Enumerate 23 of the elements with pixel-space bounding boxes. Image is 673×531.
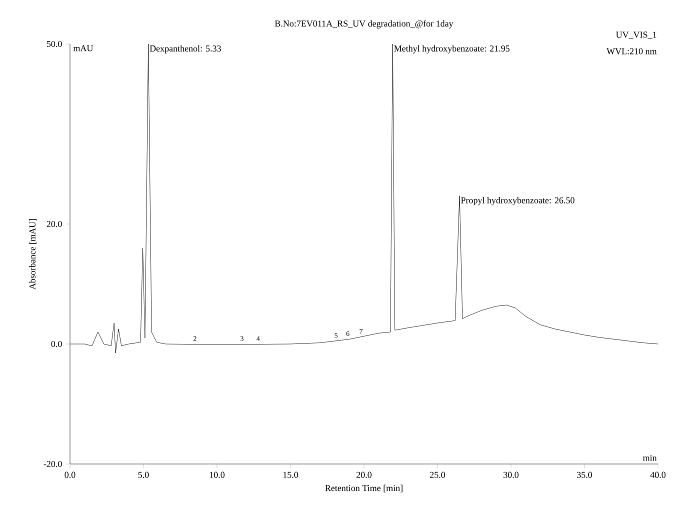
x-tick-label: 25.0 — [430, 472, 446, 478]
annotation: min — [642, 454, 657, 461]
x-tick-label: 40.0 — [650, 472, 666, 478]
y-tick-label: 20.0 — [46, 220, 62, 228]
x-tick-label: 35.0 — [577, 472, 592, 478]
annotation: WVL:210 nm — [606, 48, 657, 54]
x-axis-title: Retention Time [min] — [325, 484, 402, 492]
text: UV_VIS_1 — [616, 32, 656, 39]
annotation: Propyl hydroxybenzoate: 26.50 — [461, 197, 574, 206]
x-tick-label: 30.0 — [504, 472, 519, 478]
x-tick-label: 15.0 — [283, 472, 298, 478]
y-tick-label: 0.0 — [51, 340, 62, 348]
y-tick-label: 50.0 — [46, 40, 62, 48]
x-tick-label: 0.0 — [64, 472, 76, 478]
y-tick-label: -20.0 — [44, 460, 62, 468]
x-tick-label: 10.0 — [210, 472, 225, 478]
annotation: Methyl hydroxybenzoate: 21.95 — [394, 45, 510, 54]
x-tick-label: 5.0 — [138, 472, 149, 478]
x-tick-label: 20.0 — [356, 472, 372, 478]
chart-title: B.No:7EV011A_RS_UV degradation_@for 1day — [274, 20, 454, 28]
annotation: Dexpanthenol: 5.33 — [150, 45, 221, 54]
y-axis-title: Absorbance [mAU] — [29, 219, 37, 290]
annotation: mAU — [73, 45, 94, 52]
